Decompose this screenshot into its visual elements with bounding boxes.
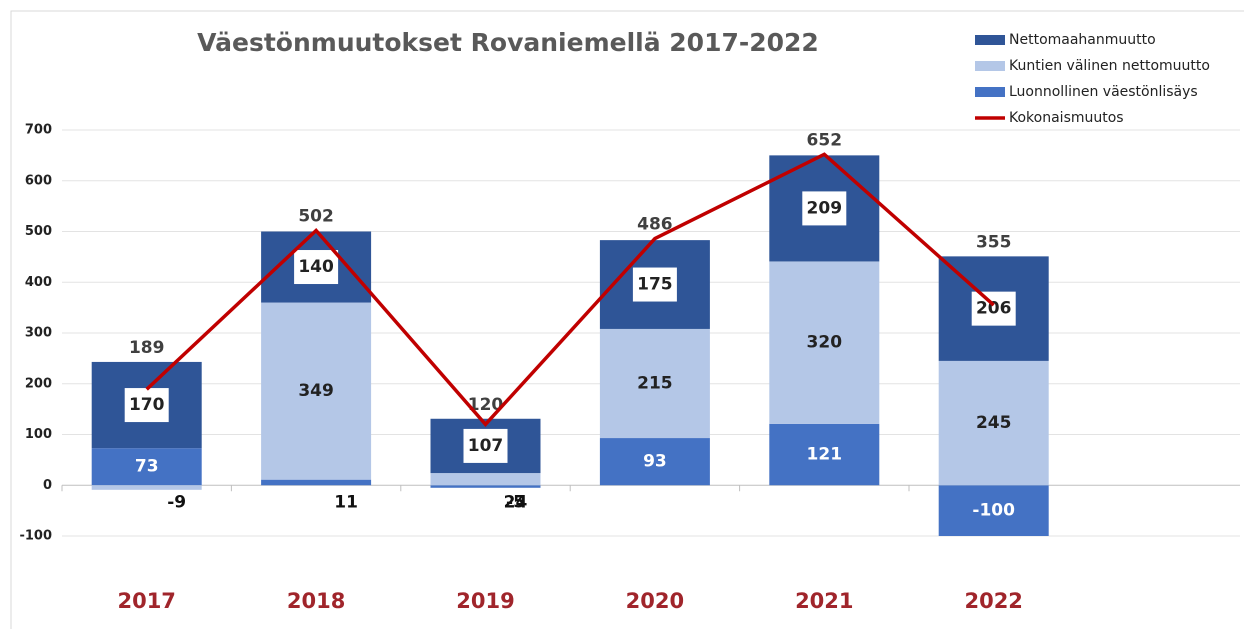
bar-segment	[769, 261, 880, 424]
x-tick-label: 2017	[117, 589, 175, 613]
x-tick-label: 2020	[626, 589, 684, 613]
label-box	[632, 267, 677, 302]
bar-segment	[430, 473, 541, 486]
legend-swatch	[975, 35, 1005, 45]
data-label: 93	[643, 452, 667, 472]
bar-segment	[599, 328, 710, 439]
total-label: 355	[976, 232, 1012, 252]
total-label: 502	[298, 206, 334, 226]
label-box	[124, 388, 169, 423]
y-tick-label: 300	[25, 326, 52, 341]
y-tick-label: 500	[25, 224, 52, 239]
label-box	[802, 191, 847, 226]
data-label: 24	[504, 492, 528, 512]
x-tick-label: 2018	[287, 589, 345, 613]
data-label: 206	[976, 299, 1012, 319]
bar-segment	[938, 485, 1049, 536]
legend-label: Kuntien välinen nettomuutto	[1009, 58, 1210, 74]
data-label: -5	[506, 492, 525, 512]
y-tick-label: -100	[19, 529, 52, 544]
bar-segment	[91, 448, 202, 486]
data-label: 320	[807, 333, 843, 353]
bar-segment	[430, 485, 541, 488]
x-tick-label: 2022	[964, 589, 1022, 613]
data-label: 73	[135, 457, 159, 477]
label-box	[971, 291, 1016, 326]
data-label: 107	[468, 436, 504, 456]
data-label: 349	[298, 381, 334, 401]
y-tick-label: 0	[43, 478, 52, 493]
bar-segment	[599, 438, 710, 486]
legend-label: Kokonaismuutos	[1009, 110, 1124, 126]
y-tick-label: 600	[25, 173, 52, 188]
y-tick-label: 200	[25, 376, 52, 391]
total-line	[145, 152, 995, 427]
chart-title: Väestönmuutokset Rovaniemellä 2017-2022	[197, 28, 819, 57]
data-label: 121	[807, 445, 843, 465]
total-label: 486	[637, 215, 673, 235]
bar-segment	[261, 302, 372, 480]
y-tick-label: 400	[25, 275, 52, 290]
data-label: -9	[167, 492, 186, 512]
data-label: 170	[129, 395, 165, 415]
legend-label: Nettomaahanmuutto	[1009, 32, 1156, 48]
chart-frame	[10, 10, 1244, 629]
data-label: 140	[298, 257, 334, 277]
legend-swatch	[975, 87, 1005, 97]
data-label: 215	[637, 373, 673, 393]
x-tick-label: 2019	[456, 589, 514, 613]
total-label: 652	[807, 130, 843, 150]
total-label: 189	[129, 338, 165, 358]
x-tick-label: 2021	[795, 589, 853, 613]
legend-label: Luonnollinen väestönlisäys	[1009, 84, 1198, 100]
data-label: -100	[972, 501, 1015, 521]
data-label: 11	[334, 492, 358, 512]
label-box	[294, 250, 339, 285]
y-tick-label: 700	[25, 123, 52, 138]
data-label: 245	[976, 413, 1012, 433]
bar-segment	[261, 479, 372, 486]
data-label: 209	[807, 198, 843, 218]
bar-segment	[938, 360, 1049, 486]
y-tick-label: 100	[25, 427, 52, 442]
bar-segment	[91, 485, 202, 490]
total-label: 120	[468, 395, 504, 415]
data-label: 175	[637, 275, 673, 295]
bar-segment	[769, 423, 880, 486]
label-box	[463, 428, 508, 463]
legend-swatch	[975, 61, 1005, 71]
